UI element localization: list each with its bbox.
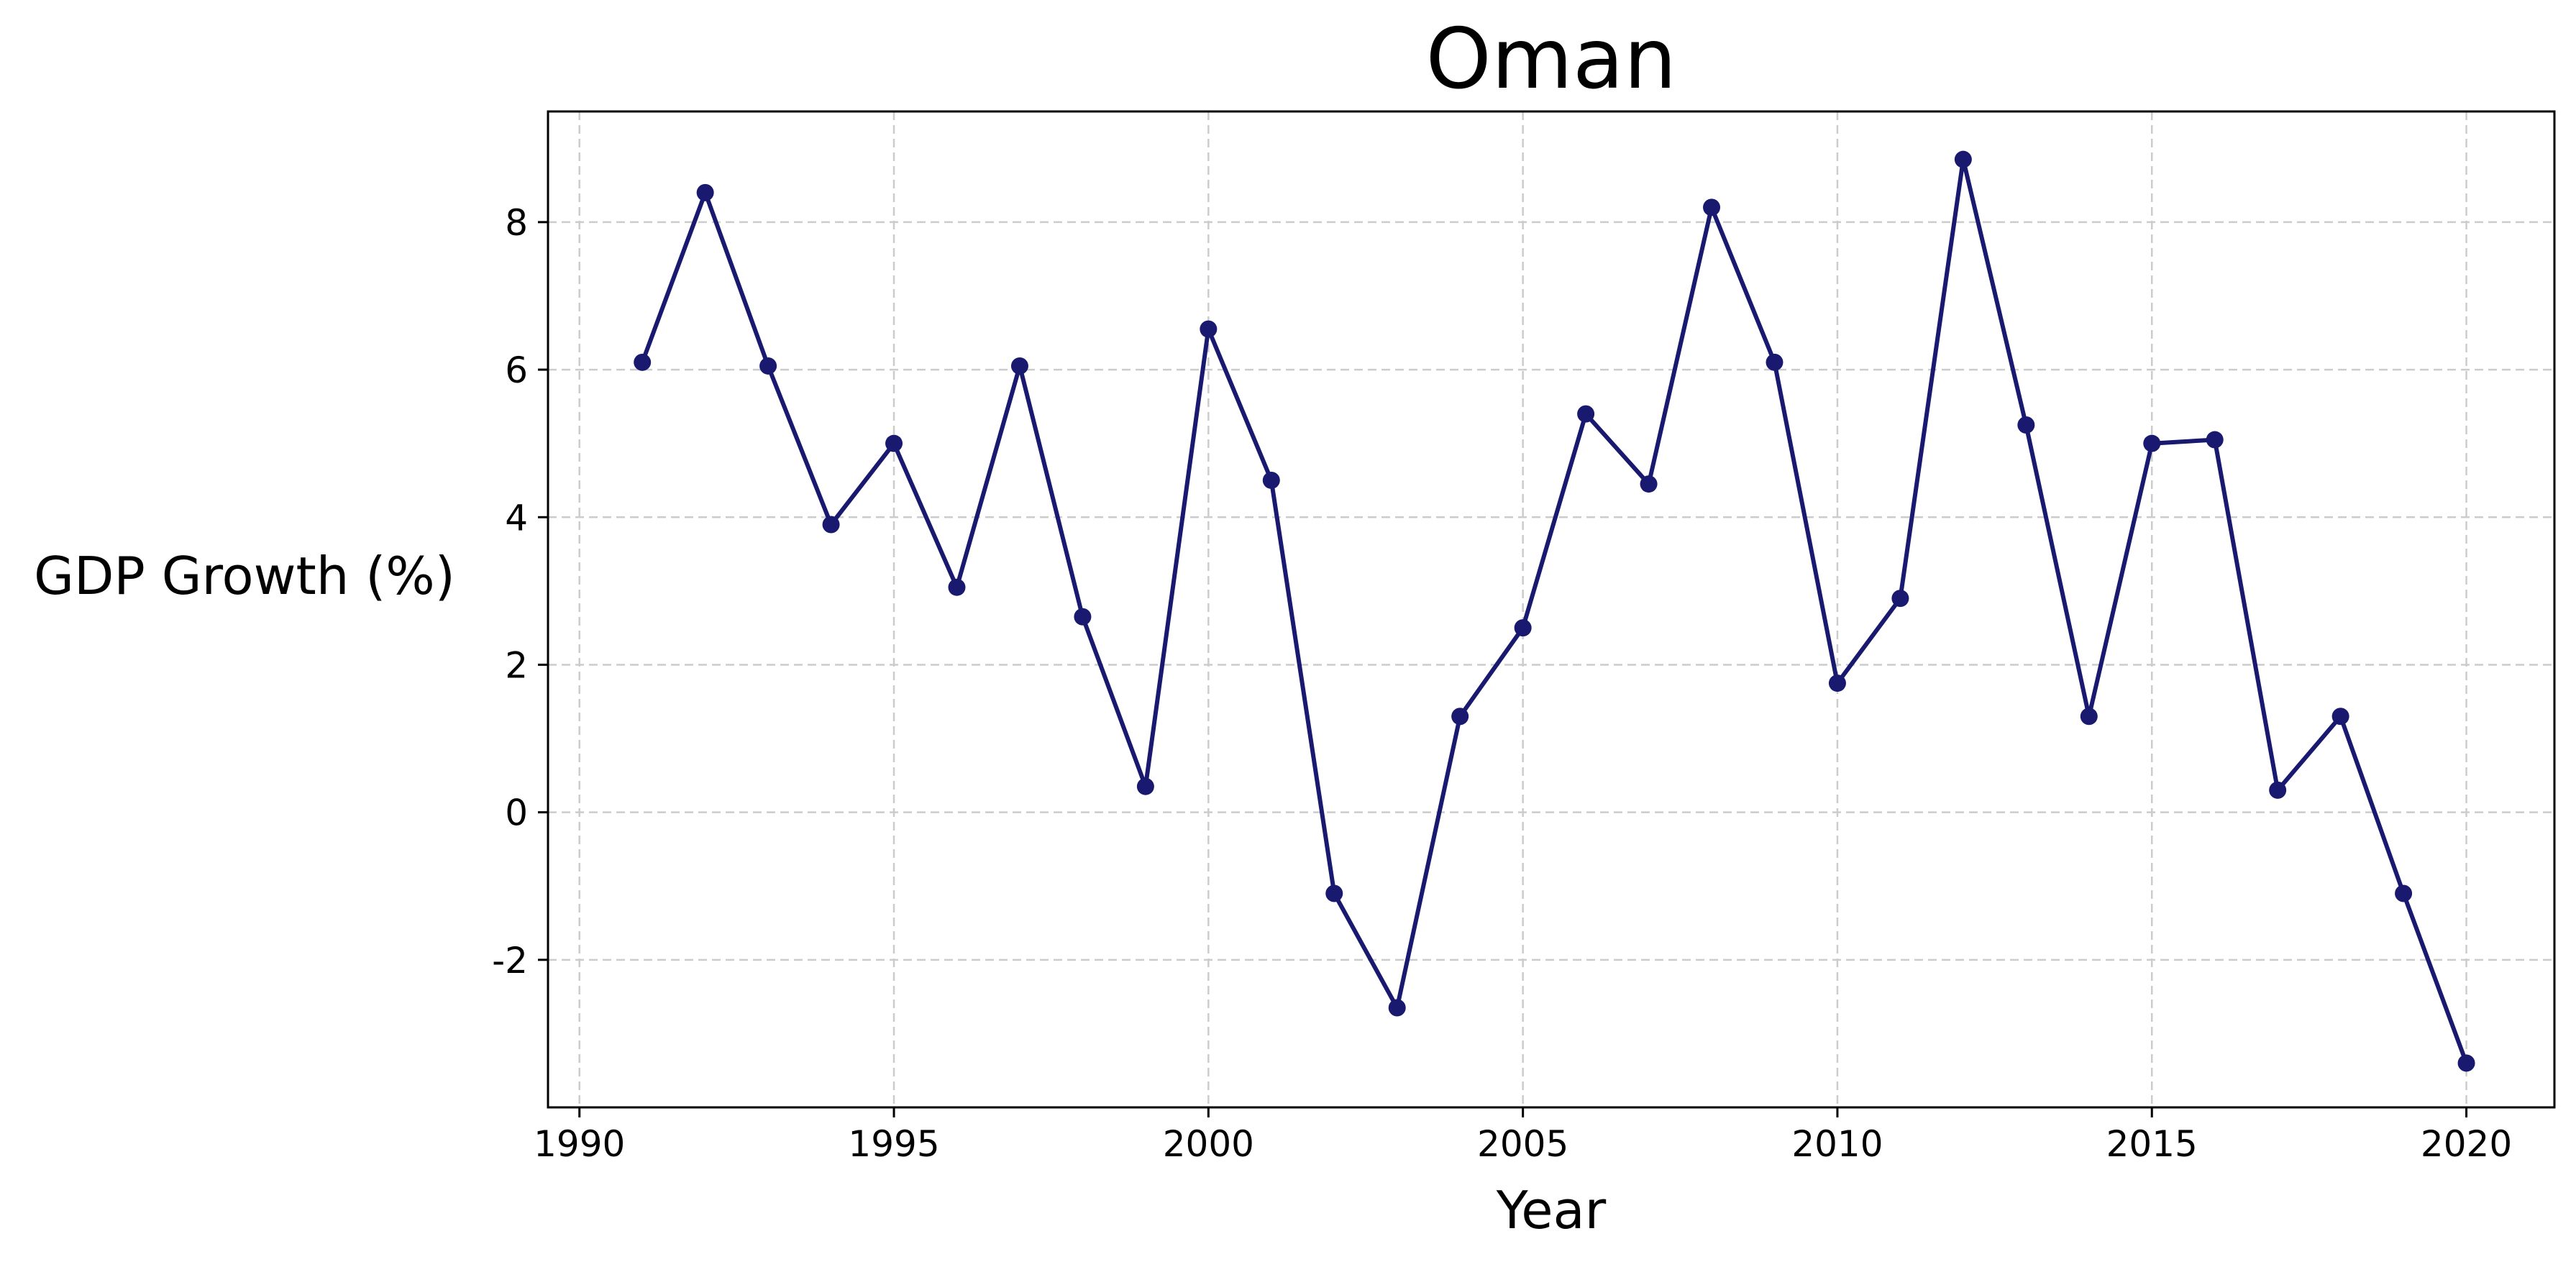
y-axis-title: GDP Growth (%) [34, 546, 455, 606]
y-tick-label: 8 [505, 202, 528, 244]
y-tick-label: 0 [505, 792, 528, 834]
data-point [1262, 471, 1280, 489]
data-point [2206, 431, 2224, 449]
data-point [1136, 777, 1154, 795]
chart-title: Oman [1426, 11, 1677, 108]
x-tick-label: 2020 [2421, 1123, 2512, 1165]
data-point [1388, 999, 1406, 1017]
x-axis: 1990 1995 2000 2005 2010 2015 2020 [534, 1107, 2512, 1165]
x-tick-label: 2000 [1163, 1123, 1254, 1165]
data-point [1766, 353, 1783, 371]
data-point [759, 357, 777, 375]
data-point [1640, 475, 1658, 493]
data-point [1074, 608, 1092, 626]
data-point [2143, 434, 2161, 452]
series-layer [634, 150, 2475, 1072]
data-point [2080, 708, 2098, 726]
data-point [1514, 619, 1532, 637]
data-point [1325, 884, 1343, 902]
x-tick-label: 2005 [1477, 1123, 1568, 1165]
data-point [2395, 884, 2413, 902]
data-point [2331, 708, 2349, 726]
data-point [948, 578, 966, 596]
y-tick-label: 2 [505, 644, 528, 686]
data-point [2017, 416, 2035, 434]
x-tick-label: 2010 [1791, 1123, 1883, 1165]
series-line [640, 157, 2469, 1064]
data-point [885, 434, 903, 452]
data-point [822, 516, 840, 534]
plot-area-frame [547, 110, 2556, 1109]
grid [548, 111, 2554, 1107]
data-point [1200, 320, 1218, 338]
data-point [2457, 1054, 2475, 1072]
x-tick-label: 1990 [534, 1123, 625, 1165]
data-point [1703, 198, 1721, 216]
x-axis-title: Year [1496, 1180, 1607, 1240]
data-point [634, 353, 652, 371]
data-point [1891, 590, 1909, 608]
data-point [1577, 405, 1595, 423]
y-tick-label: 4 [505, 497, 528, 539]
data-point [1954, 150, 1972, 168]
data-point [1828, 674, 1846, 692]
y-tick-label: 6 [505, 349, 528, 391]
y-axis: -2 0 2 4 6 8 [492, 202, 548, 982]
x-tick-label: 2015 [2106, 1123, 2198, 1165]
data-point [1010, 357, 1028, 375]
x-tick-label: 1995 [848, 1123, 939, 1165]
data-point [696, 183, 714, 201]
data-point [1451, 708, 1469, 726]
y-tick-label: -2 [492, 940, 528, 982]
data-point [2269, 781, 2287, 799]
